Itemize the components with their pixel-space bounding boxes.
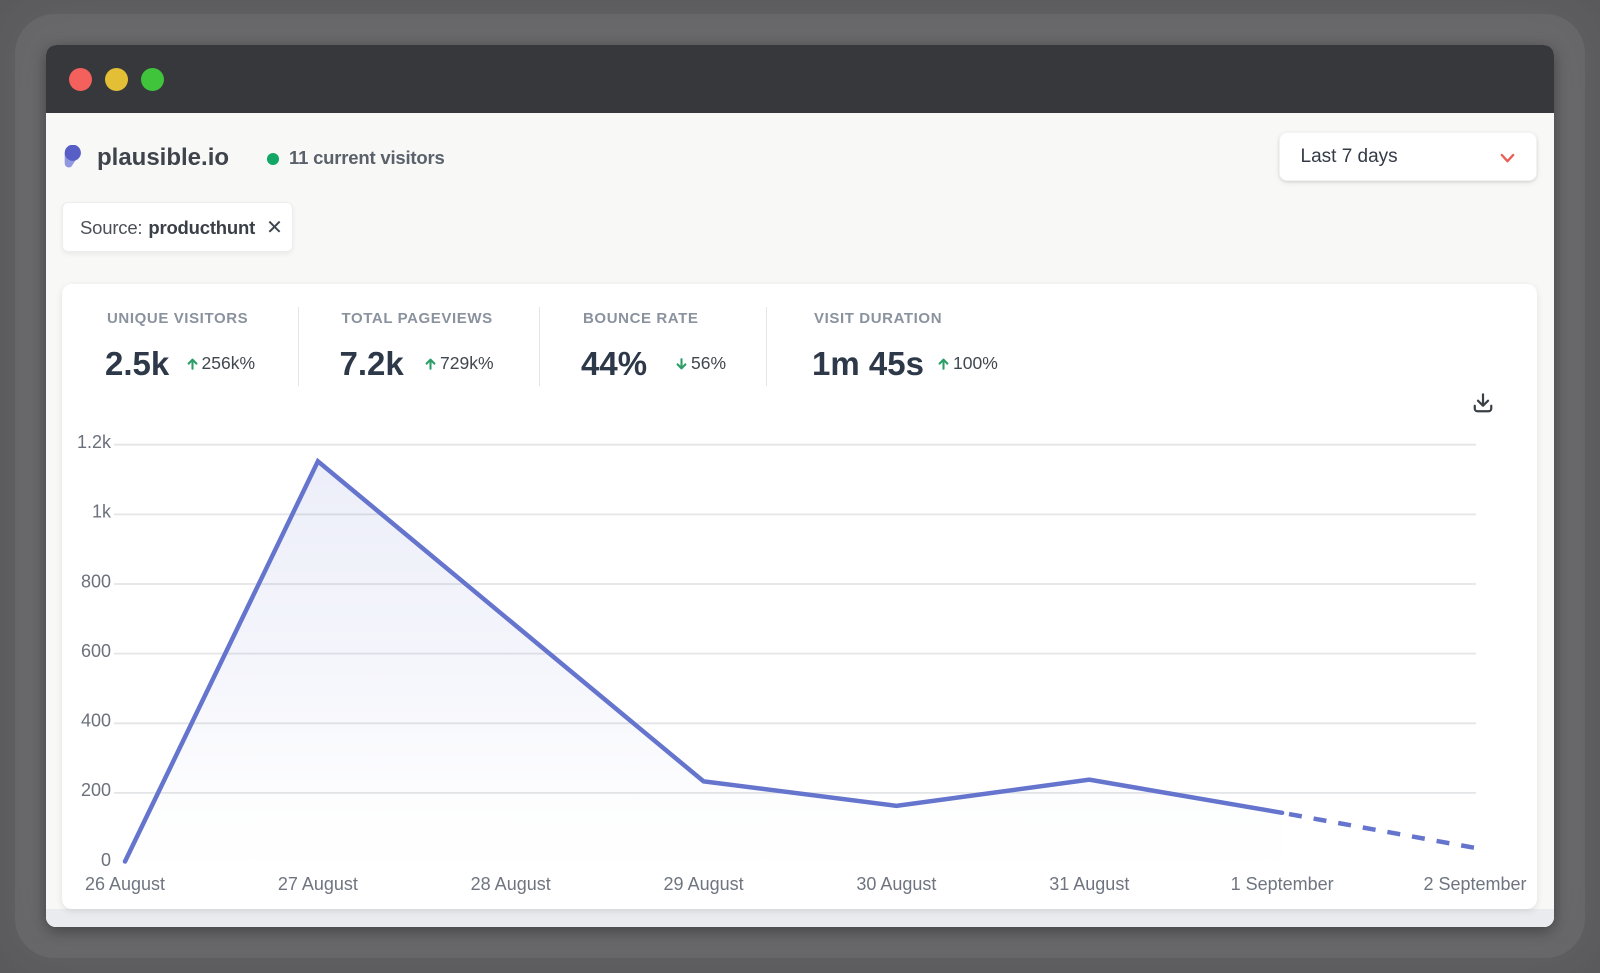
svg-text:1.2k: 1.2k	[77, 432, 112, 452]
svg-text:200: 200	[81, 780, 111, 800]
svg-text:31 August: 31 August	[1049, 874, 1129, 894]
svg-text:1k: 1k	[92, 502, 112, 522]
svg-text:600: 600	[81, 641, 111, 661]
svg-text:1 September: 1 September	[1231, 874, 1334, 894]
svg-text:0: 0	[101, 850, 111, 870]
svg-text:30 August: 30 August	[856, 874, 936, 894]
svg-text:2 September: 2 September	[1423, 874, 1526, 894]
svg-text:26 August: 26 August	[85, 874, 165, 894]
svg-text:28 August: 28 August	[471, 874, 551, 894]
svg-text:400: 400	[81, 711, 111, 731]
svg-text:29 August: 29 August	[664, 874, 744, 894]
svg-text:800: 800	[81, 571, 111, 591]
svg-text:27 August: 27 August	[278, 874, 358, 894]
